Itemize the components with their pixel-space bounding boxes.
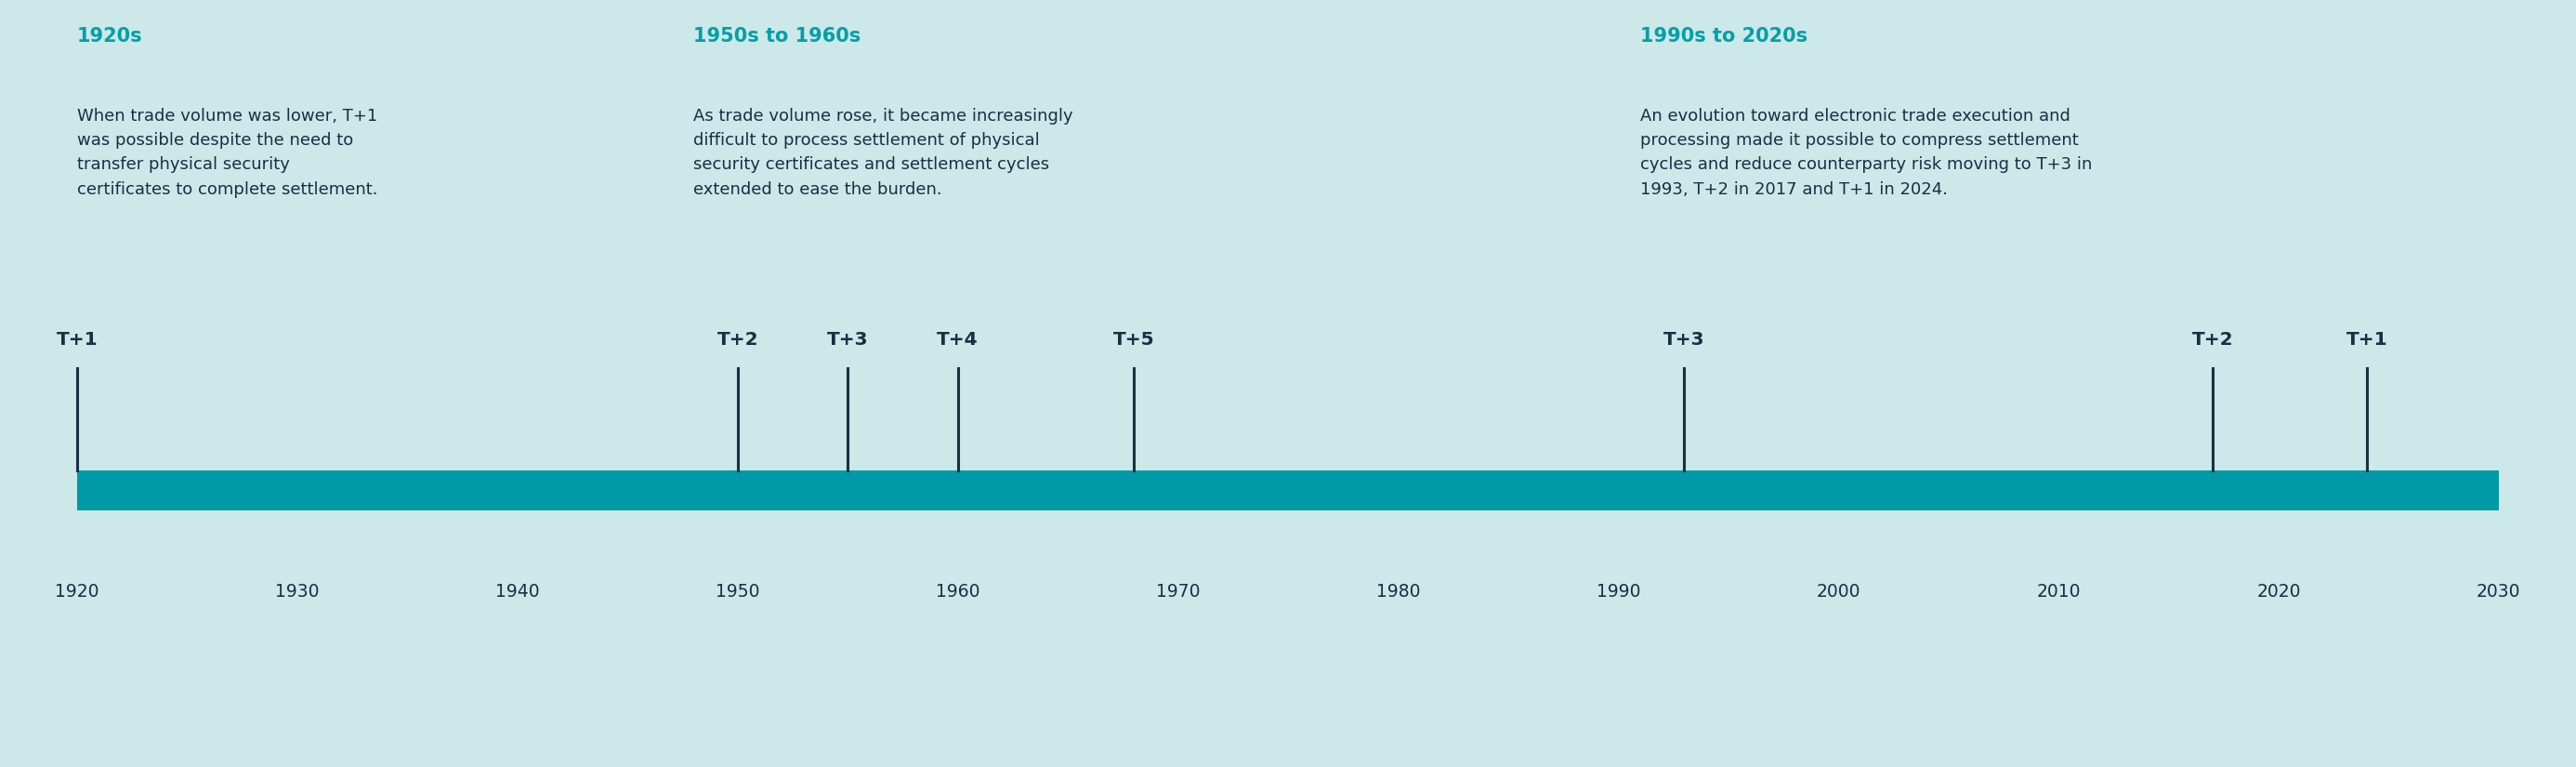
Text: T+4: T+4 [938,331,979,349]
Text: 1950: 1950 [716,583,760,601]
Text: 1970: 1970 [1157,583,1200,601]
Text: T+1: T+1 [57,331,98,349]
Text: T+3: T+3 [1664,331,1705,349]
Text: 1950s to 1960s: 1950s to 1960s [693,27,860,45]
Text: 1990s to 2020s: 1990s to 2020s [1641,27,1808,45]
Text: As trade volume rose, it became increasingly
difficult to process settlement of : As trade volume rose, it became increasi… [693,107,1074,198]
Text: 1940: 1940 [495,583,538,601]
Text: An evolution toward electronic trade execution and
processing made it possible t: An evolution toward electronic trade exe… [1641,107,2092,198]
Text: 2000: 2000 [1816,583,1860,601]
Text: T+2: T+2 [2192,331,2233,349]
Bar [77,470,2499,510]
Text: T+1: T+1 [2347,331,2388,349]
Text: 1960: 1960 [935,583,979,601]
Text: T+3: T+3 [827,331,868,349]
Text: 2030: 2030 [2476,583,2522,601]
Text: When trade volume was lower, T+1
was possible despite the need to
transfer physi: When trade volume was lower, T+1 was pos… [77,107,379,198]
Text: 2020: 2020 [2257,583,2300,601]
Text: 1920: 1920 [54,583,100,601]
Text: 2010: 2010 [2038,583,2081,601]
Text: T+2: T+2 [716,331,757,349]
Text: 1920s: 1920s [77,27,142,45]
Text: T+5: T+5 [1113,331,1154,349]
Text: 1990: 1990 [1597,583,1641,601]
Text: 1980: 1980 [1376,583,1419,601]
Text: 1930: 1930 [276,583,319,601]
